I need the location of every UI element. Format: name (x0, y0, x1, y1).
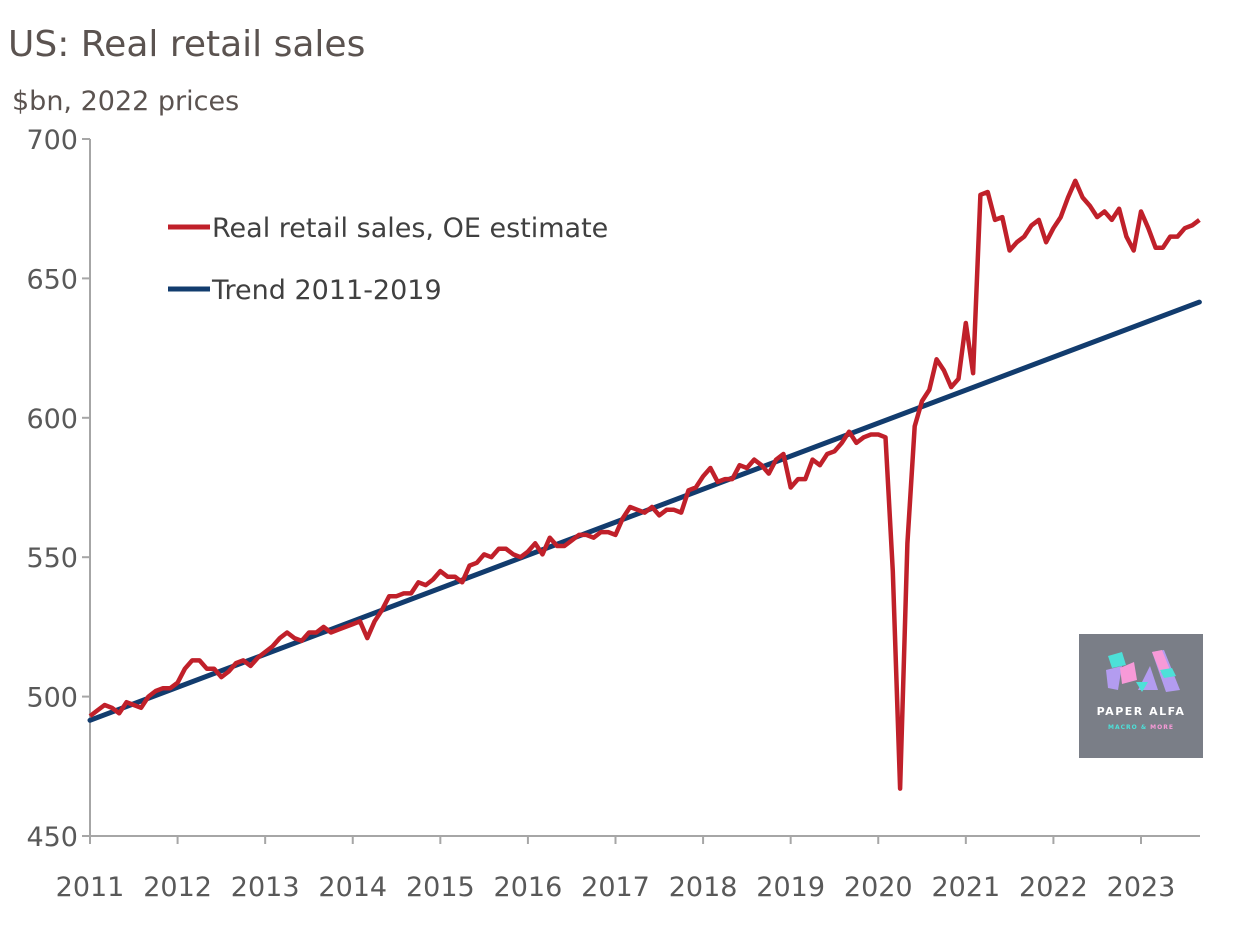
y-tick-label: 450 (26, 822, 78, 853)
axes (82, 138, 1200, 844)
legend: Real retail sales, OE estimate Trend 201… (168, 213, 608, 306)
x-tick-label: 2016 (494, 872, 563, 903)
chart-title: US: Real retail sales (8, 24, 365, 65)
x-tick-label: 2022 (1019, 872, 1088, 903)
y-tick-label: 550 (26, 543, 78, 574)
logo-tagline-b: MORE (1150, 724, 1174, 731)
y-tick-label: 600 (26, 404, 78, 435)
y-tick-label: 700 (26, 125, 78, 156)
x-tick-label: 2011 (56, 872, 125, 903)
x-tick-labels: 2011 2012 2013 2014 2015 2016 2017 2018 2019 2020… (56, 872, 1176, 903)
logo-tagline: MACRO & MORE (1108, 724, 1174, 731)
x-tick-label: 2018 (669, 872, 738, 903)
y-tick-label: 650 (26, 264, 78, 295)
x-tick-label: 2020 (844, 872, 913, 903)
x-tick-label: 2021 (931, 872, 1000, 903)
series-lines (87, 178, 1202, 791)
legend-label-trend: Trend 2011-2019 (211, 275, 442, 306)
x-tick-label: 2013 (231, 872, 300, 903)
logo-name: PAPER ALFA (1097, 705, 1186, 718)
x-tick-label: 2019 (756, 872, 825, 903)
paper-alfa-logo: PAPER ALFA MACRO & MORE (1079, 634, 1203, 758)
legend-label-retail-sales: Real retail sales, OE estimate (212, 213, 608, 244)
y-tick-label: 500 (26, 683, 78, 714)
retail-sales-line (88, 178, 1201, 791)
x-tick-label: 2015 (406, 872, 475, 903)
y-tick-labels: 700 650 600 550 500 450 (26, 125, 78, 853)
x-tick-label: 2017 (581, 872, 650, 903)
chart-subtitle: $bn, 2022 prices (12, 86, 239, 117)
logo-tagline-a: MACRO & (1108, 724, 1147, 731)
x-tick-label: 2023 (1107, 872, 1176, 903)
x-tick-label: 2014 (318, 872, 387, 903)
x-tick-label: 2012 (143, 872, 212, 903)
